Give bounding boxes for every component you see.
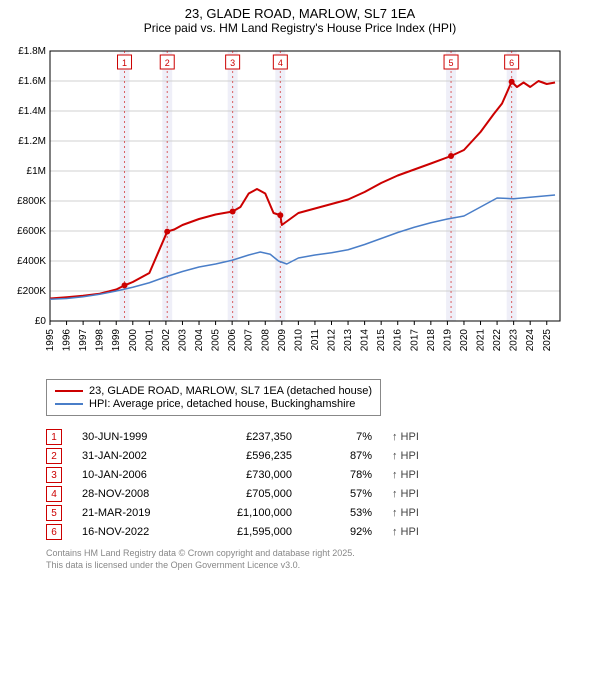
transaction-marker: 4 (46, 486, 62, 502)
transaction-hpi-indicator: ↑ HPI (392, 488, 419, 500)
transaction-row: 1 30-JUN-1999 £237,350 7% ↑ HPI (46, 429, 594, 445)
svg-text:2018: 2018 (426, 329, 437, 352)
transaction-hpi-indicator: ↑ HPI (392, 431, 419, 443)
svg-text:2007: 2007 (244, 329, 255, 352)
price-chart: £0 £200K £400K £600K £800K £1M £1.2M £1.4M £1.6M… (6, 43, 566, 373)
svg-text:2019: 2019 (442, 329, 453, 352)
transaction-hpi-indicator: ↑ HPI (392, 507, 419, 519)
svg-text:2013: 2013 (343, 329, 354, 352)
transaction-pct: 53% (312, 507, 372, 519)
svg-text:1997: 1997 (78, 329, 89, 352)
transaction-date: 16-NOV-2022 (82, 526, 182, 538)
svg-text:2002: 2002 (161, 329, 172, 352)
transaction-table: 1 30-JUN-1999 £237,350 7% ↑ HPI 2 31-JAN-2002 £… (46, 429, 594, 540)
transaction-hpi-indicator: ↑ HPI (392, 450, 419, 462)
chart-legend: 23, GLADE ROAD, MARLOW, SL7 1EA (detache… (46, 379, 381, 416)
svg-text:1: 1 (122, 58, 127, 68)
transaction-price: £1,595,000 (202, 526, 292, 538)
svg-text:2003: 2003 (177, 329, 188, 352)
svg-text:2: 2 (165, 58, 170, 68)
svg-text:2008: 2008 (260, 329, 271, 352)
svg-text:£1.2M: £1.2M (18, 136, 46, 147)
transaction-row: 3 10-JAN-2006 £730,000 78% ↑ HPI (46, 467, 594, 483)
svg-text:£600K: £600K (17, 226, 46, 237)
legend-item: HPI: Average price, detached house, Buck… (55, 398, 372, 410)
svg-text:1998: 1998 (95, 329, 106, 352)
transaction-pct: 87% (312, 450, 372, 462)
chart-title: 23, GLADE ROAD, MARLOW, SL7 1EA (6, 6, 594, 21)
transaction-pct: 57% (312, 488, 372, 500)
transaction-price: £596,235 (202, 450, 292, 462)
transaction-marker: 2 (46, 448, 62, 464)
transaction-row: 6 16-NOV-2022 £1,595,000 92% ↑ HPI (46, 524, 594, 540)
transaction-price: £1,100,000 (202, 507, 292, 519)
svg-text:2010: 2010 (293, 329, 304, 352)
transaction-marker: 6 (46, 524, 62, 540)
svg-text:1999: 1999 (111, 329, 122, 352)
svg-text:2006: 2006 (227, 329, 238, 352)
svg-text:2025: 2025 (542, 329, 553, 352)
transaction-marker: 1 (46, 429, 62, 445)
transaction-hpi-indicator: ↑ HPI (392, 469, 419, 481)
svg-text:£400K: £400K (17, 256, 46, 267)
transaction-date: 31-JAN-2002 (82, 450, 182, 462)
svg-text:£0: £0 (35, 316, 47, 327)
svg-text:£1.6M: £1.6M (18, 76, 46, 87)
svg-text:2023: 2023 (509, 329, 520, 352)
transaction-date: 28-NOV-2008 (82, 488, 182, 500)
transaction-date: 21-MAR-2019 (82, 507, 182, 519)
svg-text:2004: 2004 (194, 329, 205, 352)
svg-text:1995: 1995 (45, 329, 56, 352)
transaction-row: 4 28-NOV-2008 £705,000 57% ↑ HPI (46, 486, 594, 502)
transaction-price: £705,000 (202, 488, 292, 500)
svg-text:2020: 2020 (459, 329, 470, 352)
legend-swatch (55, 390, 83, 392)
transaction-price: £730,000 (202, 469, 292, 481)
transaction-pct: 78% (312, 469, 372, 481)
transaction-date: 10-JAN-2006 (82, 469, 182, 481)
transaction-date: 30-JUN-1999 (82, 431, 182, 443)
chart-subtitle: Price paid vs. HM Land Registry's House … (6, 21, 594, 35)
svg-text:2021: 2021 (476, 329, 487, 352)
svg-text:2000: 2000 (128, 329, 139, 352)
transaction-hpi-indicator: ↑ HPI (392, 526, 419, 538)
svg-text:2009: 2009 (277, 329, 288, 352)
footer-line-2: This data is licensed under the Open Gov… (46, 560, 574, 572)
transaction-row: 2 31-JAN-2002 £596,235 87% ↑ HPI (46, 448, 594, 464)
svg-text:2016: 2016 (393, 329, 404, 352)
legend-swatch (55, 403, 83, 405)
svg-text:£800K: £800K (17, 196, 46, 207)
svg-text:2001: 2001 (144, 329, 155, 352)
footer-line-1: Contains HM Land Registry data © Crown c… (46, 548, 574, 560)
svg-text:4: 4 (278, 58, 283, 68)
transaction-marker: 5 (46, 505, 62, 521)
legend-label: HPI: Average price, detached house, Buck… (89, 398, 355, 410)
svg-text:2024: 2024 (525, 329, 536, 352)
svg-text:2015: 2015 (376, 329, 387, 352)
svg-text:2012: 2012 (326, 329, 337, 352)
svg-text:1996: 1996 (62, 329, 73, 352)
transaction-marker: 3 (46, 467, 62, 483)
legend-label: 23, GLADE ROAD, MARLOW, SL7 1EA (detache… (89, 385, 372, 397)
svg-text:3: 3 (230, 58, 235, 68)
transaction-row: 5 21-MAR-2019 £1,100,000 53% ↑ HPI (46, 505, 594, 521)
svg-text:£1.8M: £1.8M (18, 46, 46, 57)
svg-text:£200K: £200K (17, 286, 46, 297)
svg-text:£1M: £1M (27, 166, 46, 177)
svg-text:6: 6 (509, 58, 514, 68)
svg-text:2005: 2005 (211, 329, 222, 352)
legend-item: 23, GLADE ROAD, MARLOW, SL7 1EA (detache… (55, 385, 372, 397)
transaction-pct: 7% (312, 431, 372, 443)
svg-text:£1.4M: £1.4M (18, 106, 46, 117)
transaction-price: £237,350 (202, 431, 292, 443)
svg-text:2022: 2022 (492, 329, 503, 352)
svg-text:5: 5 (449, 58, 454, 68)
transaction-pct: 92% (312, 526, 372, 538)
svg-text:2011: 2011 (310, 329, 321, 351)
svg-text:2014: 2014 (360, 329, 371, 352)
svg-text:2017: 2017 (409, 329, 420, 352)
footer-attribution: Contains HM Land Registry data © Crown c… (46, 548, 574, 571)
chart-container: £0 £200K £400K £600K £800K £1M £1.2M £1.4M £1.6M… (6, 43, 594, 373)
